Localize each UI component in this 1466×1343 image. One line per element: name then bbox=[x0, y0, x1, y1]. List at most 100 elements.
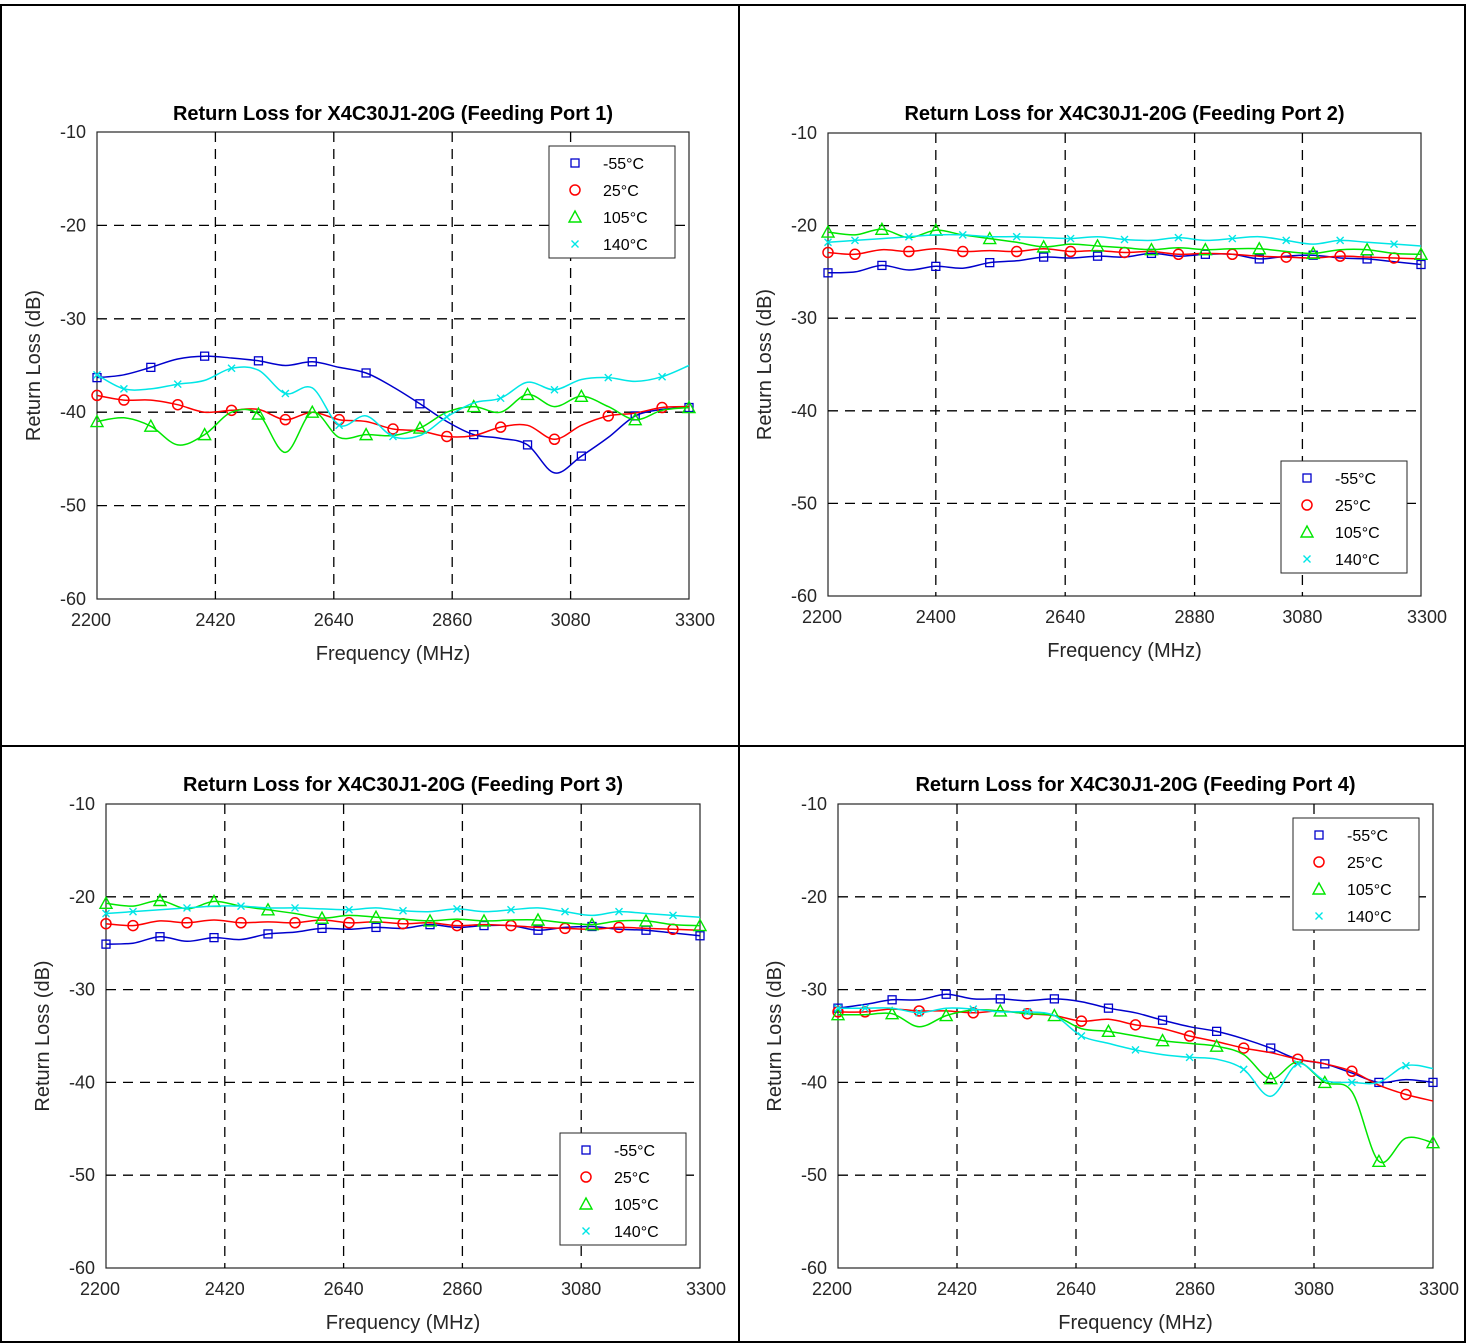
data-point bbox=[368, 909, 384, 923]
legend-label: 25°C bbox=[603, 183, 639, 200]
series-line bbox=[105, 899, 701, 927]
data-point bbox=[494, 421, 507, 433]
x-tick-label: 2640 bbox=[324, 1279, 364, 1299]
data-point bbox=[993, 1003, 1008, 1017]
data-point bbox=[314, 910, 330, 924]
data-point bbox=[152, 893, 168, 907]
x-tick-label: 2400 bbox=[916, 607, 956, 627]
chart-title: Return Loss for X4C30J1-20G (Feeding Por… bbox=[173, 103, 613, 125]
data-point bbox=[995, 994, 1005, 1004]
data-point bbox=[1157, 1015, 1168, 1025]
legend-marker bbox=[571, 240, 579, 248]
data-point bbox=[143, 418, 158, 432]
data-point bbox=[656, 401, 668, 414]
data-point bbox=[209, 932, 219, 943]
series-1 bbox=[92, 351, 694, 474]
data-point bbox=[1131, 1045, 1140, 1054]
data-point bbox=[550, 385, 559, 394]
data-point bbox=[197, 427, 212, 441]
legend: -55°C 25°C 105°C 140°C bbox=[548, 145, 676, 259]
data-point bbox=[422, 913, 438, 927]
y-tick-label: -60 bbox=[801, 1258, 827, 1278]
legend-marker bbox=[1302, 473, 1312, 483]
legend-marker bbox=[1314, 830, 1324, 840]
x-tick-label: 2880 bbox=[1175, 607, 1215, 627]
series-4 bbox=[824, 230, 1422, 249]
y-tick-label: -30 bbox=[791, 308, 817, 328]
data-point bbox=[1049, 994, 1060, 1004]
data-point bbox=[260, 902, 276, 916]
y-tick-label: -10 bbox=[69, 794, 95, 814]
legend-marker bbox=[570, 158, 580, 168]
legend-label: 105°C bbox=[1347, 882, 1392, 899]
x-tick-label: 3300 bbox=[675, 610, 715, 630]
data-point bbox=[1371, 1153, 1387, 1167]
data-point bbox=[982, 231, 997, 245]
x-tick-label: 2420 bbox=[205, 1279, 245, 1299]
data-point bbox=[985, 257, 995, 268]
series-line bbox=[96, 394, 690, 441]
data-point bbox=[415, 399, 425, 409]
data-point bbox=[1155, 1033, 1170, 1047]
x-tick-label: 3080 bbox=[551, 610, 591, 630]
data-point bbox=[903, 245, 915, 258]
legend-marker bbox=[580, 1171, 592, 1183]
y-tick-label: -10 bbox=[801, 794, 827, 814]
data-point bbox=[399, 906, 407, 915]
data-point bbox=[1334, 250, 1346, 262]
legend-label: 25°C bbox=[614, 1170, 650, 1187]
data-point bbox=[305, 404, 320, 418]
data-point bbox=[129, 907, 137, 916]
series-3 bbox=[830, 1003, 1441, 1167]
data-point bbox=[412, 420, 428, 434]
data-point bbox=[574, 388, 589, 403]
data-point bbox=[830, 1007, 846, 1021]
series-2 bbox=[100, 917, 701, 936]
legend-label: -55°C bbox=[1335, 471, 1376, 488]
y-axis-label: Return Loss (dB) bbox=[32, 960, 54, 1111]
data-point bbox=[1263, 1071, 1278, 1085]
data-point bbox=[1254, 254, 1264, 264]
cell-border bbox=[0, 4, 1466, 1343]
data-point bbox=[1237, 1042, 1250, 1054]
legend-label: 140°C bbox=[1347, 909, 1392, 926]
data-point bbox=[823, 268, 833, 278]
x-axis-label: Frequency (MHz) bbox=[316, 643, 470, 665]
data-point bbox=[1401, 1061, 1410, 1070]
legend-marker bbox=[1315, 912, 1323, 920]
data-point bbox=[859, 1006, 871, 1018]
series-2 bbox=[91, 389, 690, 446]
x-axis-label: Frequency (MHz) bbox=[326, 1312, 480, 1334]
x-tick-label: 3300 bbox=[1407, 607, 1447, 627]
legend-label: -55°C bbox=[603, 156, 644, 173]
data-point bbox=[584, 917, 600, 931]
x-tick-label: 2420 bbox=[195, 610, 235, 630]
data-point bbox=[915, 1008, 924, 1017]
legend-label: 140°C bbox=[1335, 552, 1380, 569]
data-point bbox=[1185, 1053, 1194, 1062]
data-point bbox=[832, 1006, 844, 1018]
data-point bbox=[1172, 248, 1185, 261]
y-tick-label: -50 bbox=[69, 1165, 95, 1185]
data-point bbox=[371, 922, 381, 933]
data-point bbox=[466, 399, 481, 413]
chart-title: Return Loss for X4C30J1-20G (Feeding Por… bbox=[915, 774, 1355, 796]
x-tick-label: 2200 bbox=[80, 1279, 120, 1299]
data-point bbox=[638, 913, 654, 927]
data-point bbox=[173, 380, 182, 389]
legend-label: 25°C bbox=[1335, 498, 1371, 515]
data-point bbox=[628, 412, 643, 426]
data-point bbox=[604, 373, 613, 382]
legend-marker bbox=[1301, 499, 1313, 511]
data-point bbox=[441, 430, 453, 443]
legend-label: 140°C bbox=[603, 237, 648, 254]
data-point bbox=[1400, 1088, 1412, 1101]
data-point bbox=[602, 410, 615, 422]
data-point bbox=[1144, 242, 1159, 256]
data-point bbox=[289, 917, 301, 929]
data-point bbox=[1374, 1077, 1384, 1088]
data-point bbox=[389, 432, 397, 441]
data-point bbox=[522, 440, 533, 450]
legend-marker bbox=[567, 209, 583, 223]
